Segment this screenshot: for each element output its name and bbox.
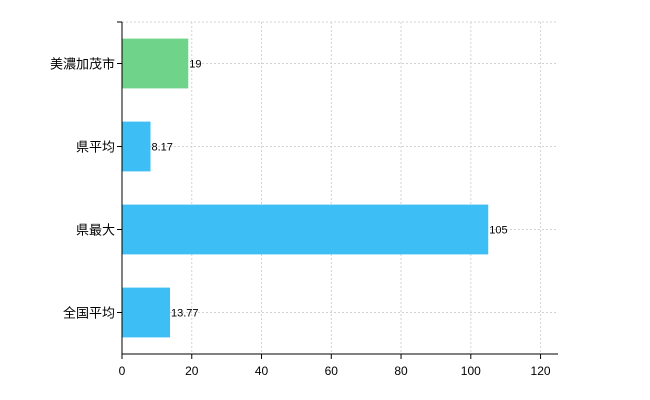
category-label-3: 全国平均: [63, 306, 115, 322]
bar-2: [122, 204, 489, 255]
data-label-1: 8.17: [151, 142, 172, 154]
category-label-2: 県最大: [76, 224, 115, 239]
x-tick-label-60: 60: [325, 364, 339, 378]
bar-3: [122, 287, 171, 338]
x-tick-label-0: 0: [119, 364, 126, 378]
category-label-0: 美濃加茂市: [50, 57, 115, 73]
x-tick-label-40: 40: [255, 364, 269, 378]
x-tick-label-120: 120: [531, 364, 551, 378]
x-tick-label-80: 80: [394, 364, 408, 378]
data-label-2: 105: [489, 225, 507, 237]
category-label-1: 県平均: [76, 141, 115, 156]
data-label-3: 13.77: [171, 308, 199, 320]
bar-1: [122, 121, 151, 172]
bar-0: [122, 38, 189, 89]
data-label-0: 19: [189, 59, 201, 71]
x-tick-label-20: 20: [185, 364, 199, 378]
x-tick-label-100: 100: [461, 364, 481, 378]
